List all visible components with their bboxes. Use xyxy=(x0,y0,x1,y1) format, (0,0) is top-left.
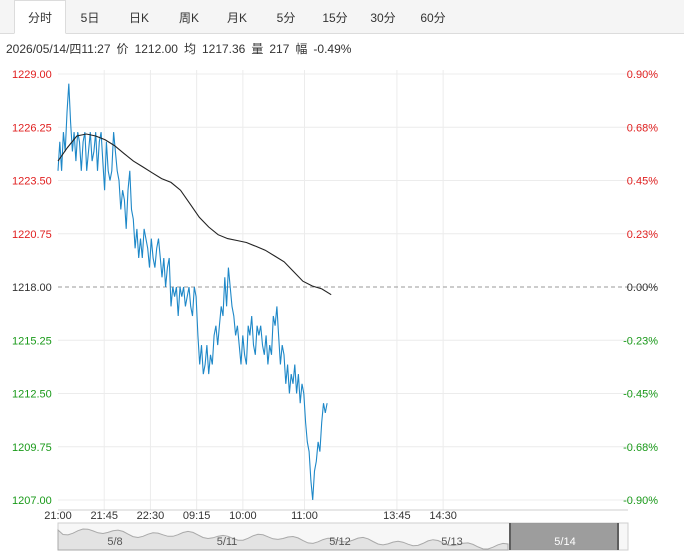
y-tick-label: 1220.75 xyxy=(12,229,52,241)
quote-info-bar: 2026/05/14/四11:27 价 1212.00 均 1217.36 量 217 幅 -0… xyxy=(6,40,357,57)
y-tick-label-right: 0.23% xyxy=(627,229,658,241)
x-tick-label: 10:00 xyxy=(229,510,257,522)
y-tick-label: 1229.00 xyxy=(12,69,52,81)
chart-tab-bar: 分时 5日 日K 周K 月K 5分 15分 30分 60分 xyxy=(0,0,684,34)
x-tick-label: 21:45 xyxy=(90,510,118,522)
change-label: 幅 xyxy=(295,42,308,56)
average-price-line xyxy=(57,133,332,296)
navigator-selection-window xyxy=(510,523,618,550)
x-tick-label: 11:00 xyxy=(291,510,318,522)
y-tick-label-right: 0.00% xyxy=(627,282,658,294)
avg-value: 1217.36 xyxy=(201,42,246,56)
x-tick-label: 13:45 xyxy=(383,510,411,522)
tab-intraday[interactable]: 分时 xyxy=(14,0,66,34)
volume-label: 量 xyxy=(251,42,264,56)
y-tick-label-right: 0.68% xyxy=(627,122,658,134)
y-tick-label-right: -0.23% xyxy=(623,335,658,347)
y-tick-label-right: -0.68% xyxy=(623,442,658,454)
y-tick-label: 1209.75 xyxy=(12,442,52,454)
y-tick-label: 1215.25 xyxy=(12,335,52,347)
quote-datetime: 2026/05/14/四11:27 xyxy=(6,42,111,56)
tab-weekly-k[interactable]: 周K xyxy=(178,11,199,25)
price-label: 价 xyxy=(116,42,129,56)
x-tick-label: 21:00 xyxy=(44,510,72,522)
tab-5day[interactable]: 5日 xyxy=(80,11,100,25)
tab-15min[interactable]: 15分 xyxy=(322,11,348,25)
x-tick-label: 22:30 xyxy=(137,510,165,522)
x-tick-label: 09:15 xyxy=(183,510,211,522)
y-tick-label: 1223.50 xyxy=(12,176,52,188)
x-tick-label: 14:30 xyxy=(429,510,457,522)
tab-monthly-k[interactable]: 月K xyxy=(226,11,247,25)
navigator-date-label: 5/12 xyxy=(329,536,350,548)
y-tick-label: 1212.50 xyxy=(12,389,52,401)
price-value: 1212.00 xyxy=(134,42,178,56)
tab-60min[interactable]: 60分 xyxy=(420,11,446,25)
navigator-date-label: 5/13 xyxy=(441,536,462,548)
navigator-history-area xyxy=(57,528,509,551)
navigator-date-label: 5/11 xyxy=(217,536,238,548)
volume-value: 217 xyxy=(269,42,290,56)
y-tick-label: 1218.00 xyxy=(12,282,52,294)
navigator-date-label: 5/8 xyxy=(107,536,122,548)
date-navigator-strip[interactable]: 5/8 5/11 5/12 5/13 5/14 xyxy=(57,522,629,551)
y-tick-label-right: -0.90% xyxy=(623,495,658,507)
y-tick-label-right: 0.90% xyxy=(627,69,658,81)
y-tick-label-right: 0.45% xyxy=(627,176,658,188)
price-line xyxy=(57,83,328,501)
avg-label: 均 xyxy=(183,42,196,56)
tab-daily-k[interactable]: 日K xyxy=(128,11,149,25)
y-tick-label-right: -0.45% xyxy=(623,389,658,401)
navigator-date-label: 5/14 xyxy=(554,536,575,548)
y-tick-label: 1207.00 xyxy=(12,495,52,507)
tab-5min[interactable]: 5分 xyxy=(276,11,296,25)
tab-30min[interactable]: 30分 xyxy=(370,11,396,25)
change-value: -0.49% xyxy=(313,42,352,56)
y-tick-label: 1226.25 xyxy=(12,122,52,134)
